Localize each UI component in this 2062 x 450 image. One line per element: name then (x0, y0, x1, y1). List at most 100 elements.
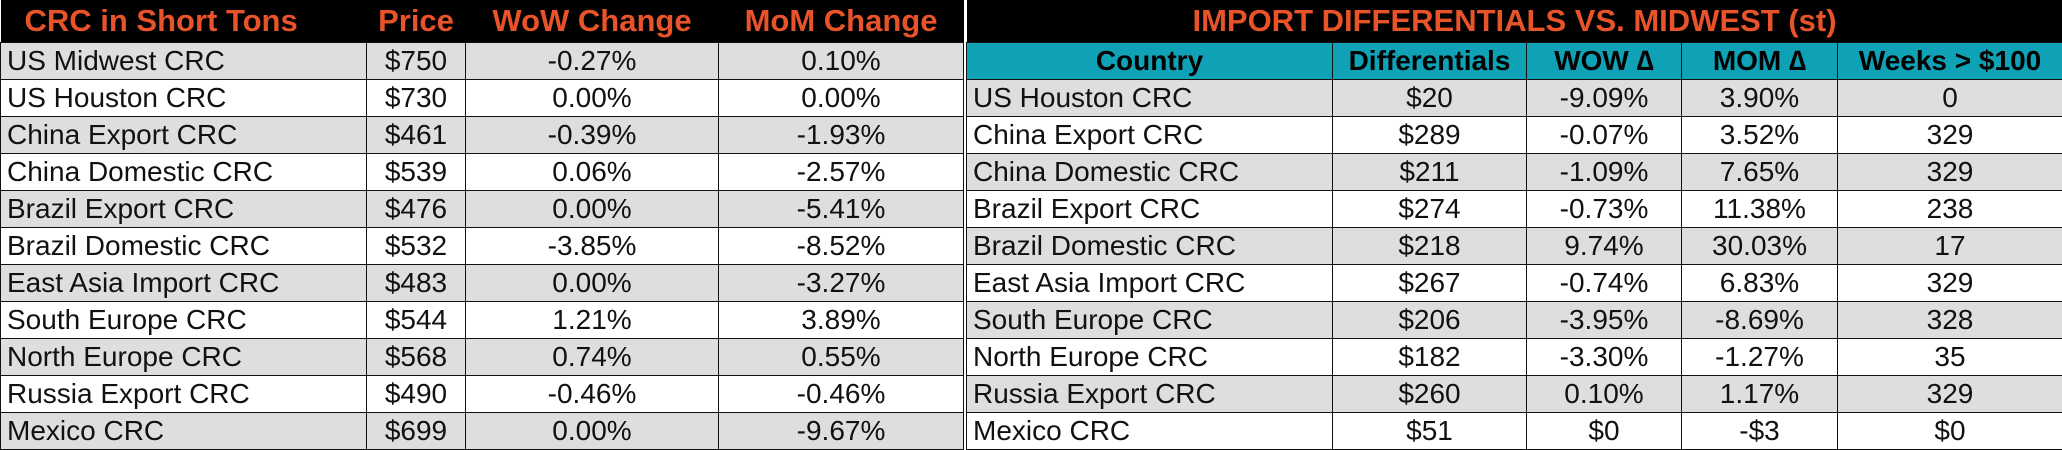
price-cell: $476 (367, 190, 466, 227)
differential-cell: $218 (1333, 228, 1527, 265)
weeks-cell: 329 (1838, 265, 2062, 302)
product-cell: China Domestic CRC (1, 153, 367, 190)
product-cell: North Europe CRC (1, 338, 367, 375)
country-cell: China Domestic CRC (967, 154, 1333, 191)
wow-cell: 0.06% (466, 153, 719, 190)
table-row: US Houston CRC $730 0.00% 0.00% (1, 79, 964, 116)
country-heading: Country (967, 43, 1333, 80)
wow-cell: -0.46% (466, 375, 719, 412)
mom-change-heading: MoM Change (719, 0, 964, 42)
wow-cell: -3.95% (1527, 302, 1682, 339)
product-cell: South Europe CRC (1, 301, 367, 338)
product-cell: Russia Export CRC (1, 375, 367, 412)
wow-delta-heading: WOW ∆ (1527, 43, 1682, 80)
wow-cell: 0.00% (466, 412, 719, 449)
country-cell: Mexico CRC (967, 413, 1333, 450)
differential-cell: $289 (1333, 117, 1527, 154)
differential-cell: $274 (1333, 191, 1527, 228)
wow-cell: $0 (1527, 413, 1682, 450)
country-cell: East Asia Import CRC (967, 265, 1333, 302)
table-row: US Midwest CRC $750 -0.27% 0.10% (1, 42, 964, 79)
weeks-over-100-heading: Weeks > $100 (1838, 43, 2062, 80)
country-cell: US Houston CRC (967, 80, 1333, 117)
price-cell: $568 (367, 338, 466, 375)
mom-cell: 7.65% (1682, 154, 1838, 191)
table-row: China Export CRC $289 -0.07% 3.52% 329 (967, 117, 2062, 154)
table-row: China Domestic CRC $539 0.06% -2.57% (1, 153, 964, 190)
weeks-cell: 329 (1838, 154, 2062, 191)
differential-cell: $260 (1333, 376, 1527, 413)
differential-cell: $211 (1333, 154, 1527, 191)
import-differentials-table: IMPORT DIFFERENTIALS VS. MIDWEST (st) Co… (966, 0, 2062, 450)
table-row: East Asia Import CRC $267 -0.74% 6.83% 3… (967, 265, 2062, 302)
weeks-cell: 0 (1838, 80, 2062, 117)
table-row: China Domestic CRC $211 -1.09% 7.65% 329 (967, 154, 2062, 191)
product-cell: Brazil Domestic CRC (1, 227, 367, 264)
price-cell: $730 (367, 79, 466, 116)
differential-cell: $267 (1333, 265, 1527, 302)
table-row: Brazil Domestic CRC $218 9.74% 30.03% 17 (967, 228, 2062, 265)
country-cell: Brazil Export CRC (967, 191, 1333, 228)
wow-cell: -0.74% (1527, 265, 1682, 302)
table-row: Brazil Domestic CRC $532 -3.85% -8.52% (1, 227, 964, 264)
mom-cell: 3.90% (1682, 80, 1838, 117)
wow-cell: -0.27% (466, 42, 719, 79)
wow-cell: -0.07% (1527, 117, 1682, 154)
table-row: North Europe CRC $568 0.74% 0.55% (1, 338, 964, 375)
table-row: South Europe CRC $206 -3.95% -8.69% 328 (967, 302, 2062, 339)
mom-cell: -2.57% (719, 153, 964, 190)
weeks-cell: 35 (1838, 339, 2062, 376)
mom-cell: -1.27% (1682, 339, 1838, 376)
product-cell: US Houston CRC (1, 79, 367, 116)
table-row: Russia Export CRC $490 -0.46% -0.46% (1, 375, 964, 412)
price-cell: $461 (367, 116, 466, 153)
crc-price-header-row: CRC in Short Tons Price WoW Change MoM C… (1, 0, 964, 42)
wow-cell: 0.00% (466, 264, 719, 301)
mom-cell: 3.52% (1682, 117, 1838, 154)
weeks-cell: 329 (1838, 376, 2062, 413)
mom-cell: 0.00% (719, 79, 964, 116)
table-row: Russia Export CRC $260 0.10% 1.17% 329 (967, 376, 2062, 413)
mom-delta-heading: MOM ∆ (1682, 43, 1838, 80)
table-row: Mexico CRC $51 $0 -$3 $0 (967, 413, 2062, 450)
mom-cell: 1.17% (1682, 376, 1838, 413)
weeks-cell: $0 (1838, 413, 2062, 450)
import-differentials-title: IMPORT DIFFERENTIALS VS. MIDWEST (st) (967, 0, 2062, 43)
differential-cell: $206 (1333, 302, 1527, 339)
table-row: Mexico CRC $699 0.00% -9.67% (1, 412, 964, 449)
wow-cell: -0.39% (466, 116, 719, 153)
price-cell: $750 (367, 42, 466, 79)
table-row: China Export CRC $461 -0.39% -1.93% (1, 116, 964, 153)
price-cell: $483 (367, 264, 466, 301)
weeks-cell: 329 (1838, 117, 2062, 154)
wow-change-heading: WoW Change (466, 0, 719, 42)
mom-cell: -5.41% (719, 190, 964, 227)
price-cell: $539 (367, 153, 466, 190)
price-cell: $544 (367, 301, 466, 338)
wow-cell: -9.09% (1527, 80, 1682, 117)
country-cell: China Export CRC (967, 117, 1333, 154)
wow-cell: -1.09% (1527, 154, 1682, 191)
mom-cell: 0.10% (719, 42, 964, 79)
country-cell: South Europe CRC (967, 302, 1333, 339)
table-row: Brazil Export CRC $476 0.00% -5.41% (1, 190, 964, 227)
product-cell: China Export CRC (1, 116, 367, 153)
weeks-cell: 17 (1838, 228, 2062, 265)
differentials-heading: Differentials (1333, 43, 1527, 80)
steel-price-report: CRC in Short Tons Price WoW Change MoM C… (0, 0, 2062, 440)
import-differentials-title-row: IMPORT DIFFERENTIALS VS. MIDWEST (st) (967, 0, 2062, 43)
mom-cell: -8.52% (719, 227, 964, 264)
product-cell: Brazil Export CRC (1, 190, 367, 227)
wow-cell: -3.85% (466, 227, 719, 264)
mom-cell: 6.83% (1682, 265, 1838, 302)
price-heading: Price (367, 0, 466, 42)
table-row: South Europe CRC $544 1.21% 3.89% (1, 301, 964, 338)
mom-cell: -8.69% (1682, 302, 1838, 339)
wow-cell: -0.73% (1527, 191, 1682, 228)
table-row: Brazil Export CRC $274 -0.73% 11.38% 238 (967, 191, 2062, 228)
mom-cell: -1.93% (719, 116, 964, 153)
country-cell: Russia Export CRC (967, 376, 1333, 413)
crc-short-tons-heading: CRC in Short Tons (1, 0, 367, 42)
table-row: North Europe CRC $182 -3.30% -1.27% 35 (967, 339, 2062, 376)
product-cell: US Midwest CRC (1, 42, 367, 79)
